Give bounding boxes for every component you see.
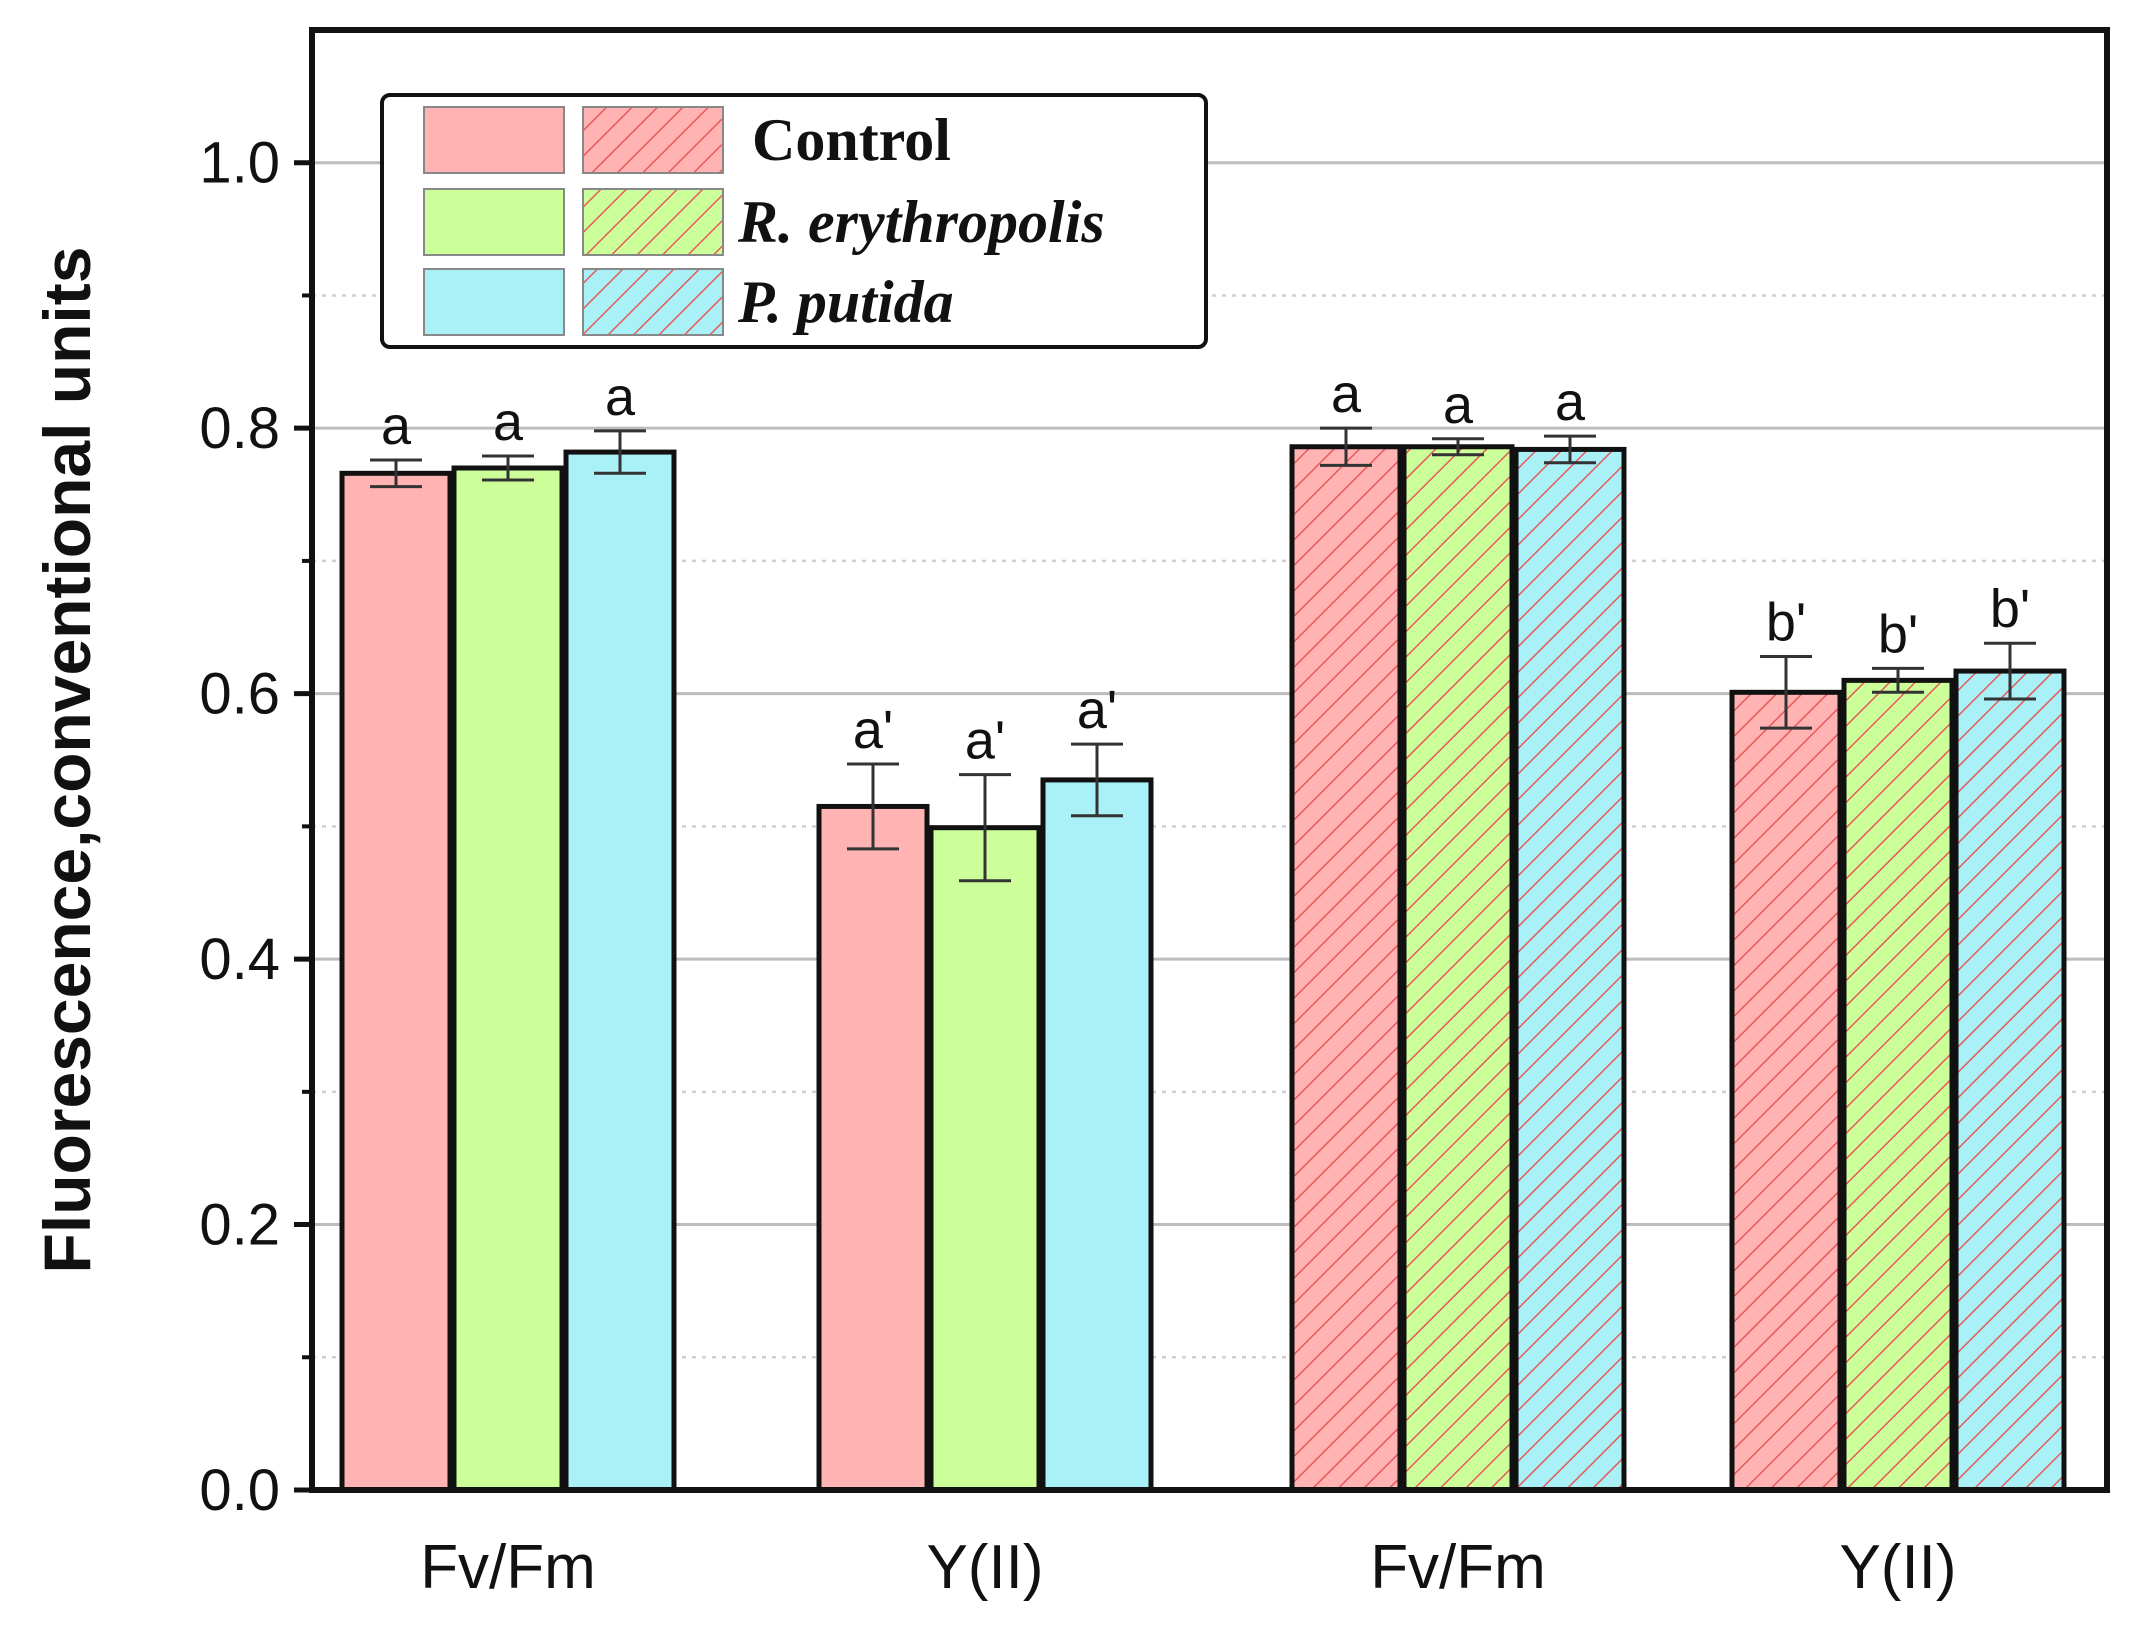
bar-group <box>339 429 677 1493</box>
legend-item: R. erythropolis <box>423 188 1105 256</box>
significance-label: b' <box>1990 579 2030 639</box>
significance-label: a <box>493 392 524 452</box>
legend-swatch-solid <box>423 106 565 174</box>
labels-layer: a a a Fv/Fm a' a' a' Y(II) a a a Fv/Fm b' b' b' Y(II) 0.… <box>30 131 2030 1602</box>
legend-swatch-hatched <box>582 268 724 336</box>
x-tick-label: Fv/Fm <box>420 1533 596 1602</box>
bar <box>928 825 1042 1493</box>
legend-swatch-solid <box>423 268 565 336</box>
significance-label: a <box>1443 375 1474 435</box>
legend-label: Control <box>752 107 951 173</box>
significance-label: a <box>1331 364 1362 424</box>
bar <box>451 465 565 1493</box>
y-tick-label: 0.4 <box>199 927 280 992</box>
significance-label: a <box>605 367 636 427</box>
y-tick-label: 0.2 <box>199 1193 280 1258</box>
bar <box>1040 777 1154 1493</box>
bar-group <box>816 742 1154 1493</box>
y-axis-label: Fluorescence,conventional units <box>30 247 104 1274</box>
significance-label: b' <box>1878 604 1918 664</box>
bar <box>1401 444 1515 1493</box>
legend-swatch-solid <box>423 188 565 256</box>
y-tick-label: 1.0 <box>199 131 280 196</box>
bar <box>1841 677 1955 1493</box>
bar-group <box>1729 641 2067 1493</box>
significance-label: a' <box>853 700 893 760</box>
y-tick-label: 0.8 <box>199 396 280 461</box>
bar <box>1513 446 1627 1493</box>
legend-swatch-hatched <box>582 188 724 256</box>
legend-item: Control <box>423 106 951 174</box>
legend-swatch-hatched <box>582 106 724 174</box>
y-tick-label: 0.6 <box>199 662 280 727</box>
legend: Control R. erythropolis P. putida <box>380 93 1208 349</box>
significance-label: a' <box>1077 680 1117 740</box>
bar <box>816 803 930 1493</box>
significance-label: a <box>381 396 412 456</box>
x-tick-label: Y(II) <box>926 1533 1043 1602</box>
legend-label: R. erythropolis <box>737 189 1105 255</box>
plot-frame <box>309 27 2110 1493</box>
x-tick-label: Y(II) <box>1839 1533 1956 1602</box>
significance-label: a <box>1555 372 1586 432</box>
legend-label: P. putida <box>737 269 954 335</box>
x-tick-label: Fv/Fm <box>1370 1533 1546 1602</box>
significance-label: a' <box>965 711 1005 771</box>
legend-item: P. putida <box>423 268 954 336</box>
bar <box>1729 689 1843 1493</box>
axes-layer <box>294 27 2110 1493</box>
bar <box>1953 668 2067 1493</box>
bar-group <box>1289 426 1627 1493</box>
bar <box>1289 444 1403 1493</box>
y-tick-label: 0.0 <box>199 1458 280 1523</box>
bar <box>339 470 453 1493</box>
bars-layer <box>339 426 2067 1493</box>
bar <box>563 449 677 1493</box>
significance-label: b' <box>1766 592 1806 652</box>
